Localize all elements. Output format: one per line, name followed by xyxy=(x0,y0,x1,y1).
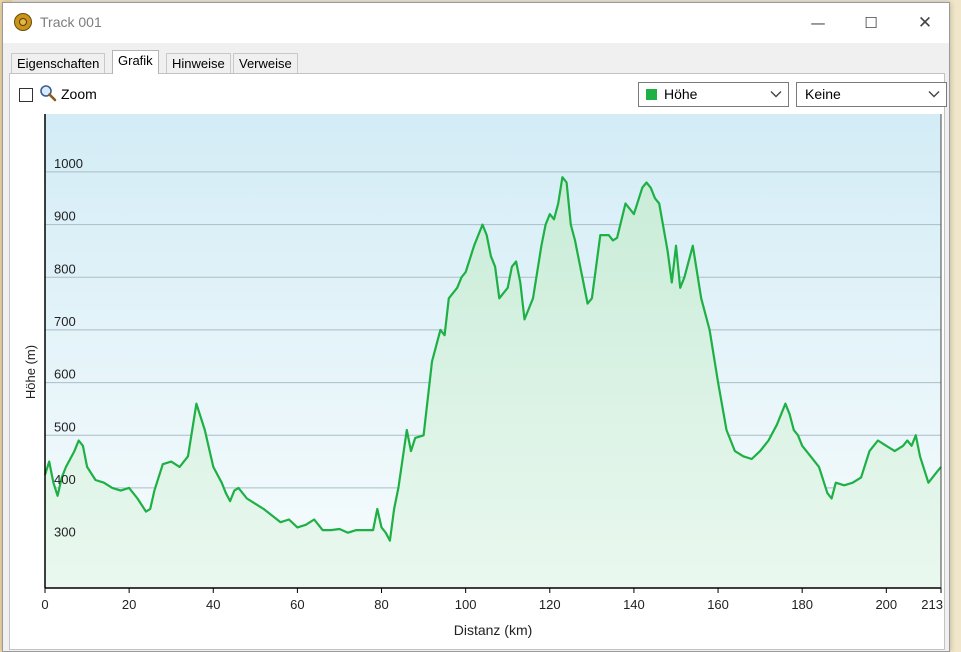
x-tick-label: 20 xyxy=(122,597,136,612)
x-tick-label: 140 xyxy=(623,597,645,612)
axes xyxy=(44,114,942,593)
y-axis-title: Höhe (m) xyxy=(23,345,38,399)
tab-grafik[interactable]: Grafik xyxy=(112,50,159,74)
y-tick-label: 800 xyxy=(54,261,76,276)
x-tick-label: 180 xyxy=(791,597,813,612)
x-tick-label: 120 xyxy=(539,597,561,612)
title-bar[interactable]: Track 001 — ☐ ✕ xyxy=(3,3,949,43)
x-tick-label: 213 xyxy=(921,597,943,612)
x-tick-label: 0 xyxy=(41,597,48,612)
elevation-profile-chart[interactable]: 300 400 500 600 700 800 900 1000 0 20 40 60 80 100 12… xyxy=(6,110,947,646)
tab-hinweise[interactable]: Hinweise xyxy=(166,53,231,73)
y-tick-label: 900 xyxy=(54,209,76,224)
tab-eigenschaften[interactable]: Eigenschaften xyxy=(11,53,106,73)
y-tick-label: 700 xyxy=(54,314,76,329)
x-tick-label: 200 xyxy=(875,597,897,612)
zoom-label: Zoom xyxy=(61,86,97,102)
elevation-area xyxy=(45,177,941,588)
x-tick-label: 100 xyxy=(455,597,477,612)
x-tick-label: 80 xyxy=(374,597,388,612)
chevron-down-icon xyxy=(770,91,782,98)
secondary-profile-value: Keine xyxy=(805,86,841,102)
x-tick-label: 60 xyxy=(290,597,304,612)
y-tick-label: 1000 xyxy=(54,156,83,171)
app-logo-icon xyxy=(14,13,32,31)
x-axis-title: Distanz (km) xyxy=(454,622,533,638)
y-tick-label: 400 xyxy=(54,472,76,487)
y-tick-labels: 300 400 500 600 700 800 900 1000 xyxy=(54,156,83,540)
minimize-button[interactable]: — xyxy=(810,14,826,32)
hoehe-color-swatch xyxy=(646,89,657,100)
elevation-line xyxy=(43,176,942,542)
x-tick-label: 40 xyxy=(206,597,220,612)
magnifier-icon xyxy=(40,85,57,102)
x-tick-label: 160 xyxy=(707,597,729,612)
y-tick-label: 300 xyxy=(54,525,76,540)
chevron-down-icon xyxy=(928,91,940,98)
maximize-button[interactable]: ☐ xyxy=(864,14,878,32)
profile-type-select[interactable]: Höhe xyxy=(638,82,789,107)
tab-verweise[interactable]: Verweise xyxy=(233,53,298,73)
y-tick-label: 500 xyxy=(54,419,76,434)
zoom-checkbox[interactable] xyxy=(19,88,33,102)
close-button[interactable]: ✕ xyxy=(917,13,933,33)
x-tick-labels: 0 20 40 60 80 100 120 140 160 180 200 213 xyxy=(41,597,943,612)
profile-type-value: Höhe xyxy=(664,86,698,102)
y-tick-label: 600 xyxy=(54,367,76,382)
window-title: Track 001 xyxy=(40,14,102,30)
secondary-profile-select[interactable]: Keine xyxy=(796,82,947,107)
